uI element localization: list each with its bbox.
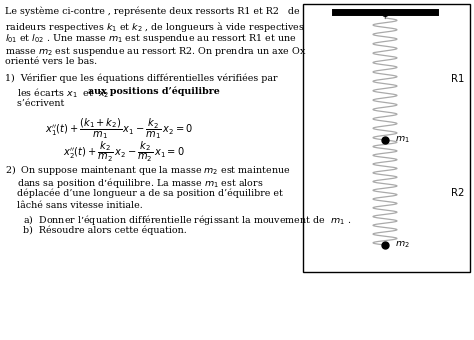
Text: O: O	[381, 9, 389, 19]
Text: dans sa position d’équilibre. La masse $m_1$ est alors: dans sa position d’équilibre. La masse $…	[5, 175, 264, 189]
Text: orienté vers le bas.: orienté vers le bas.	[5, 57, 97, 66]
Bar	[303, 4, 470, 272]
Text: les écarts $x_1$  et  $x_2$: les écarts $x_1$ et $x_2$	[5, 86, 113, 100]
Text: $x_2''(t) + \dfrac{k_2}{m_2}\,x_2 - \dfrac{k_2}{m_2}\,x_1 = 0$: $x_2''(t) + \dfrac{k_2}{m_2}\,x_2 - \dfr…	[63, 139, 185, 164]
Text: s’écrivent: s’écrivent	[5, 99, 64, 107]
Text: masse $m_2$ est suspendue au ressort R2. On prendra un axe Ox: masse $m_2$ est suspendue au ressort R2.…	[5, 45, 306, 57]
Text: raideurs respectives $k_1$ et $k_2$ , de longueurs à vide respectives: raideurs respectives $k_1$ et $k_2$ , de…	[5, 19, 305, 34]
Text: b)  Résoudre alors cette équation.: b) Résoudre alors cette équation.	[11, 225, 187, 235]
Text: a)  Donner l’équation différentielle régissant la mouvement de  $m_1$ .: a) Donner l’équation différentielle régi…	[11, 213, 351, 227]
Text: déplacée d’une longueur a de sa position d’équilibre et: déplacée d’une longueur a de sa position…	[5, 188, 283, 198]
Text: $x_1''(t) + \dfrac{(k_1 + k_2)}{m_1}\,x_1 - \dfrac{k_2}{m_1}\,x_2 = 0$: $x_1''(t) + \dfrac{(k_1 + k_2)}{m_1}\,x_…	[45, 116, 193, 141]
Text: R2: R2	[451, 187, 464, 198]
Text: 1)  Vérifier que les équations différentielles vérifiées par: 1) Vérifier que les équations différenti…	[5, 73, 277, 83]
Text: Le système ci-contre , représente deux ressorts R1 et R2   de: Le système ci-contre , représente deux r…	[5, 7, 300, 17]
Text: $l_{01}$ et $l_{02}$ . Une masse $m_1$ est suspendue au ressort R1 et une: $l_{01}$ et $l_{02}$ . Une masse $m_1$ e…	[5, 32, 297, 45]
Text: 2)  On suppose maintenant que la masse $m_2$ est maintenue: 2) On suppose maintenant que la masse $m…	[5, 163, 291, 177]
Text: $m_1$: $m_1$	[395, 135, 410, 145]
Text: lâché sans vitesse initiale.: lâché sans vitesse initiale.	[5, 201, 143, 209]
Text: aux positions d’équilibre: aux positions d’équilibre	[88, 86, 220, 96]
Text: R1: R1	[451, 74, 464, 84]
Text: $m_2$: $m_2$	[395, 240, 410, 250]
